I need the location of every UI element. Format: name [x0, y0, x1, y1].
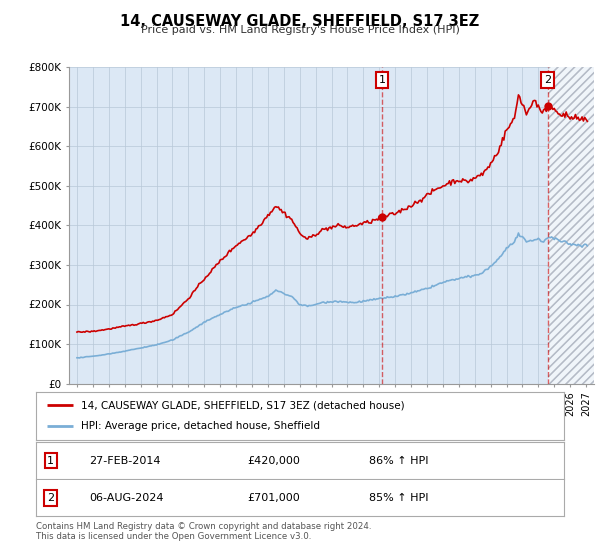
Text: £420,000: £420,000	[247, 456, 300, 465]
Text: £701,000: £701,000	[247, 493, 300, 503]
Text: 85% ↑ HPI: 85% ↑ HPI	[368, 493, 428, 503]
Text: 86% ↑ HPI: 86% ↑ HPI	[368, 456, 428, 465]
Bar	[548, 67, 594, 384]
Text: 27-FEB-2014: 27-FEB-2014	[89, 456, 160, 465]
Text: 06-AUG-2024: 06-AUG-2024	[89, 493, 163, 503]
Text: 1: 1	[47, 456, 54, 465]
Bar	[548, 67, 594, 384]
Text: Price paid vs. HM Land Registry's House Price Index (HPI): Price paid vs. HM Land Registry's House …	[140, 25, 460, 35]
Text: 14, CAUSEWAY GLADE, SHEFFIELD, S17 3EZ (detached house): 14, CAUSEWAY GLADE, SHEFFIELD, S17 3EZ (…	[81, 400, 404, 410]
Text: HPI: Average price, detached house, Sheffield: HPI: Average price, detached house, Shef…	[81, 421, 320, 431]
Text: 2: 2	[47, 493, 55, 503]
Text: Contains HM Land Registry data © Crown copyright and database right 2024.
This d: Contains HM Land Registry data © Crown c…	[36, 522, 371, 542]
Text: 2: 2	[544, 75, 551, 85]
Text: 1: 1	[379, 75, 385, 85]
Text: 14, CAUSEWAY GLADE, SHEFFIELD, S17 3EZ: 14, CAUSEWAY GLADE, SHEFFIELD, S17 3EZ	[121, 14, 479, 29]
Bar	[548, 67, 594, 384]
